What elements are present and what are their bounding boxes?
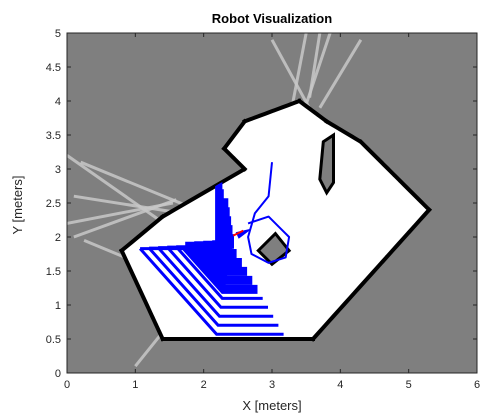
y-tick-label: 4.5 — [46, 62, 61, 74]
wall-segment — [221, 145, 248, 172]
ray — [134, 331, 164, 368]
x-axis-label: X [meters] — [242, 398, 301, 413]
scan-ring-lower — [166, 246, 268, 309]
scan-ring-lower — [138, 247, 284, 336]
obstacle-upper-post — [318, 132, 335, 196]
ray — [67, 154, 161, 222]
scan-ring-lower — [147, 247, 279, 327]
y-axis-label: Y [meters] — [10, 175, 25, 234]
axes: 0 1 2 3 4 5 6 0 0.5 1 1.5 2 2.5 3 3.5 4 4.5 5 — [46, 28, 480, 391]
wall-segment — [310, 206, 432, 342]
wall-segment — [159, 166, 248, 220]
wall-segment — [118, 213, 166, 254]
scan-ring-lower — [156, 246, 274, 318]
scan-ring-lower — [190, 242, 253, 285]
y-tick-label: 2 — [55, 232, 61, 244]
wall-segment — [221, 118, 248, 152]
y-tick-label: 3.5 — [46, 130, 61, 142]
robot-heading — [232, 229, 244, 237]
ray — [67, 201, 174, 225]
obstacle-center-block — [256, 231, 292, 267]
y-tick-label: 4 — [55, 96, 61, 108]
x-tick-label: 3 — [269, 379, 275, 391]
x-tick-label: 6 — [474, 379, 480, 391]
x-tick-label: 1 — [132, 379, 138, 391]
map-content — [67, 33, 477, 373]
map-layer — [67, 33, 477, 373]
scan — [138, 153, 284, 336]
ray — [291, 33, 308, 105]
robot-path — [247, 162, 291, 264]
y-tick-label: 0.5 — [46, 334, 61, 346]
scan-ring-lower — [181, 243, 258, 294]
wall-segment — [296, 98, 330, 125]
wall-segment — [323, 118, 364, 145]
y-tick-label: 3 — [55, 164, 61, 176]
x-tick-label: 0 — [64, 379, 70, 391]
y-tick-label: 2.5 — [46, 198, 61, 210]
chart-title: Robot Visualization — [212, 11, 332, 26]
ray — [270, 39, 315, 116]
y-tick-label: 5 — [55, 28, 61, 40]
y-tick-label: 1.5 — [46, 266, 61, 278]
x-tick-label: 5 — [406, 379, 412, 391]
y-tick-label: 1 — [55, 300, 61, 312]
x-tick-label: 4 — [337, 379, 343, 391]
ray — [308, 33, 322, 98]
ray — [318, 39, 363, 109]
scan-ring-lower — [199, 242, 248, 276]
y-tick-label: 0 — [55, 368, 61, 380]
x-tick-label: 2 — [201, 379, 207, 391]
ray — [80, 160, 198, 212]
ray — [83, 239, 126, 259]
scan-ring-lower — [175, 245, 263, 300]
wall-segment — [119, 247, 166, 342]
wall-segment — [358, 138, 432, 213]
wall-segment — [242, 98, 302, 124]
free-space — [121, 101, 430, 339]
